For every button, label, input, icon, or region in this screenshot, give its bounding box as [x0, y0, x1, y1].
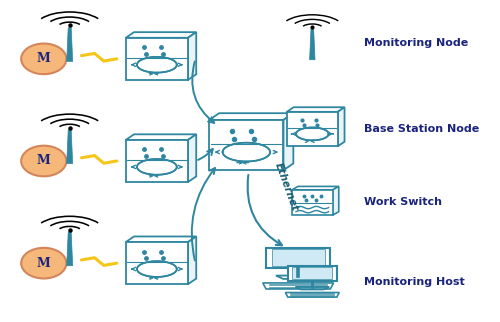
Polygon shape — [126, 242, 188, 284]
Polygon shape — [292, 190, 333, 215]
Polygon shape — [210, 113, 294, 120]
Polygon shape — [66, 232, 72, 266]
Polygon shape — [126, 134, 196, 140]
Polygon shape — [286, 292, 340, 297]
Text: Monitoring Node: Monitoring Node — [364, 38, 469, 48]
Polygon shape — [296, 287, 330, 289]
Polygon shape — [338, 107, 344, 146]
Polygon shape — [272, 250, 324, 266]
Polygon shape — [310, 29, 315, 60]
Polygon shape — [126, 236, 196, 242]
Polygon shape — [188, 236, 196, 284]
Circle shape — [21, 146, 66, 176]
Text: M: M — [37, 52, 51, 65]
Polygon shape — [284, 113, 294, 170]
Polygon shape — [288, 266, 337, 281]
Text: M: M — [37, 155, 51, 167]
Text: Base Station Node: Base Station Node — [364, 124, 480, 134]
Circle shape — [21, 43, 66, 74]
Text: Ethernet: Ethernet — [273, 161, 300, 212]
Polygon shape — [287, 112, 338, 146]
Polygon shape — [66, 28, 72, 62]
Polygon shape — [292, 267, 333, 279]
Text: Monitoring Host: Monitoring Host — [364, 277, 465, 287]
Polygon shape — [126, 38, 188, 80]
Circle shape — [21, 248, 66, 279]
Polygon shape — [287, 107, 344, 112]
Text: Work Switch: Work Switch — [364, 197, 442, 207]
Polygon shape — [292, 186, 339, 190]
Polygon shape — [210, 120, 284, 170]
Polygon shape — [188, 134, 196, 182]
Text: M: M — [37, 257, 51, 270]
Polygon shape — [126, 140, 188, 182]
Polygon shape — [66, 130, 72, 164]
Polygon shape — [188, 32, 196, 80]
Polygon shape — [276, 276, 320, 279]
Polygon shape — [263, 283, 334, 289]
Polygon shape — [126, 32, 196, 38]
Polygon shape — [266, 248, 330, 268]
Polygon shape — [332, 186, 339, 215]
